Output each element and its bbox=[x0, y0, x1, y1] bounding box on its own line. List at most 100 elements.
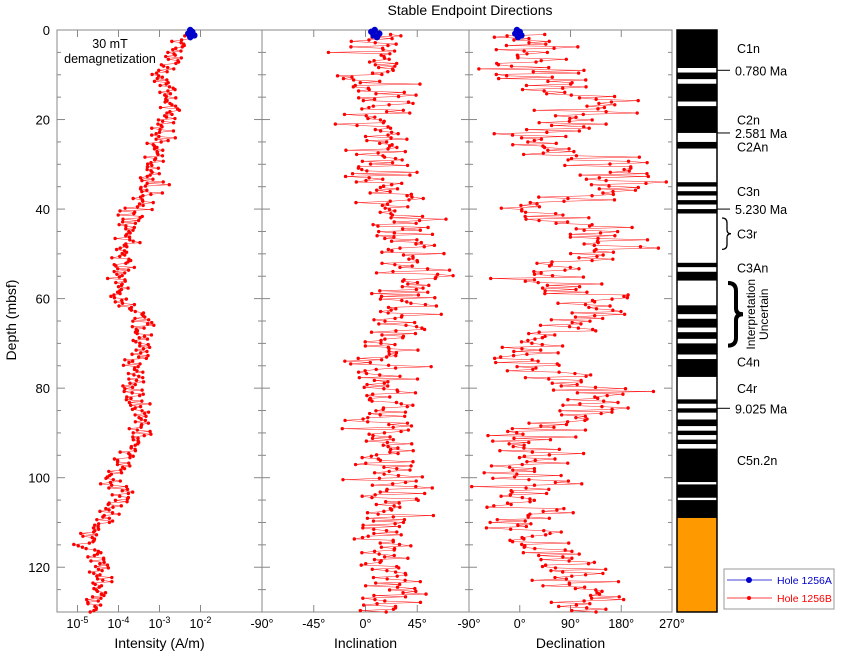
declination-point-1256b bbox=[567, 147, 571, 151]
y-tick-label: 20 bbox=[36, 113, 50, 128]
inclination-point-1256b bbox=[378, 118, 383, 122]
intensity-point-1256b bbox=[149, 333, 154, 337]
declination-point-1256b bbox=[533, 337, 537, 341]
polarity-column bbox=[676, 29, 718, 613]
panel-inclination: -90° -45° 0° 45° Inclination bbox=[250, 26, 470, 651]
intensity-point-1256b bbox=[96, 522, 101, 526]
inclination-point-1256b bbox=[415, 260, 420, 264]
inclination-point-1256b bbox=[395, 389, 400, 394]
inclination-point-1256b bbox=[362, 385, 366, 390]
inclination-point-1256b bbox=[405, 404, 409, 409]
inclination-point-1256b bbox=[418, 228, 423, 232]
inclination-point-1256b bbox=[382, 472, 386, 476]
declination-point-1256b bbox=[615, 229, 620, 234]
intensity-point-1256b bbox=[156, 152, 160, 157]
declination-point-1256b bbox=[542, 89, 546, 93]
inclination-point-1256b bbox=[365, 382, 369, 387]
inclination-point-1256b bbox=[380, 261, 384, 265]
intensity-point-1256b bbox=[118, 246, 122, 250]
intensity-point-1256b bbox=[180, 45, 184, 49]
polarity-block-normal bbox=[677, 318, 717, 328]
inclination-point-1256b bbox=[364, 371, 369, 376]
polarity-block-reversed bbox=[677, 204, 717, 210]
declination-point-1256b bbox=[633, 188, 638, 192]
intensity-point-1256b bbox=[119, 471, 124, 475]
intensity-point-1256b bbox=[171, 47, 175, 52]
declination-point-1256b bbox=[532, 108, 536, 112]
intensity-point-1256b bbox=[137, 393, 142, 398]
inclination-point-1256b bbox=[372, 527, 376, 531]
declination-point-1256b bbox=[622, 167, 626, 172]
inclination-point-1256b bbox=[404, 573, 408, 577]
declination-point-1256b bbox=[563, 90, 567, 95]
declination-point-1256b bbox=[556, 301, 560, 305]
inclination-point-1256b bbox=[367, 432, 371, 436]
inclination-point-1256b bbox=[379, 294, 384, 299]
inclination-point-1256b bbox=[388, 52, 392, 56]
intensity-point-1256b bbox=[116, 285, 121, 289]
declination-point-1256b bbox=[557, 363, 561, 367]
declination-point-1256b bbox=[540, 336, 545, 340]
inclination-point-1256b bbox=[416, 498, 420, 503]
polarity-block-normal bbox=[677, 182, 717, 187]
intensity-point-1256b bbox=[152, 79, 157, 84]
intensity-frame bbox=[56, 29, 263, 613]
intensity-point-1256b bbox=[128, 453, 132, 457]
polarity-block-normal bbox=[677, 408, 717, 413]
declination-point-1256b bbox=[592, 243, 597, 248]
inclination-point-1256b bbox=[401, 336, 405, 340]
declination-point-1256b bbox=[512, 349, 516, 354]
declination-point-1256b bbox=[553, 114, 558, 118]
intensity-point-1256b bbox=[109, 294, 113, 299]
intensity-point-1256b bbox=[141, 375, 145, 380]
declination-point-1256b bbox=[579, 380, 583, 384]
intensity-point-1256b bbox=[138, 362, 142, 366]
declination-point-1256b bbox=[595, 254, 599, 259]
intensity-point-1256b bbox=[137, 374, 141, 379]
intensity-point-1256b bbox=[91, 526, 96, 530]
inclination-point-1256b bbox=[389, 183, 394, 187]
declination-point-1256b bbox=[549, 318, 554, 322]
intensity-point-1256b bbox=[132, 225, 137, 230]
declination-point-1256b bbox=[587, 126, 591, 130]
declination-point-1256b bbox=[582, 242, 586, 246]
inclination-point-1256b bbox=[394, 329, 398, 333]
inclination-point-1256b bbox=[360, 455, 364, 460]
inclination-point-1256b bbox=[387, 588, 392, 592]
inclination-point-1256b bbox=[360, 167, 364, 172]
inclination-point-1256b bbox=[375, 602, 379, 606]
chron-label: C4r bbox=[737, 382, 757, 396]
intensity-point-1256b bbox=[133, 420, 138, 424]
declination-point-1256b bbox=[545, 130, 549, 135]
intensity-point-1256b bbox=[89, 559, 93, 563]
inclination-point-1256b bbox=[392, 553, 396, 558]
intensity-point-1256b bbox=[144, 356, 149, 361]
chart-title: Stable Endpoint Directions bbox=[388, 2, 553, 18]
intensity-point-1256b bbox=[150, 320, 154, 325]
declination-point-1256b bbox=[526, 338, 530, 343]
declination-point-1256b bbox=[610, 407, 614, 412]
intensity-point-1256b bbox=[120, 301, 125, 305]
intensity-point-1256b bbox=[115, 272, 119, 277]
inclination-point-1256b bbox=[374, 271, 379, 275]
inclination-point-1256b bbox=[371, 104, 376, 108]
polarity-block-normal bbox=[677, 200, 717, 205]
declination-point-1256b bbox=[527, 331, 531, 336]
inclination-point-1256b bbox=[391, 515, 396, 519]
intensity-point-1256b bbox=[154, 137, 158, 141]
inclination-point-1256b bbox=[406, 428, 411, 432]
declination-point-1256b bbox=[527, 477, 531, 482]
polarity-labels: C1n C2n C2An C3n C3r C3An C4n C4r C5n.2n 0.780 Ma… bbox=[717, 42, 787, 468]
declination-point-1256b bbox=[583, 428, 588, 432]
intensity-point-1256b bbox=[167, 85, 172, 89]
inclination-point-1256b bbox=[396, 446, 400, 450]
inclination-point-1256b bbox=[393, 342, 397, 347]
intensity-point-1256b bbox=[139, 425, 143, 430]
declination-point-1256b bbox=[600, 282, 604, 286]
intensity-point-1256b bbox=[157, 134, 161, 139]
intensity-point-1256b bbox=[136, 442, 140, 446]
inclination-point-1256b bbox=[363, 340, 367, 344]
inclination-point-1256b bbox=[416, 293, 421, 297]
declination-point-1256b bbox=[581, 275, 586, 279]
declination-point-1256b bbox=[523, 279, 528, 283]
